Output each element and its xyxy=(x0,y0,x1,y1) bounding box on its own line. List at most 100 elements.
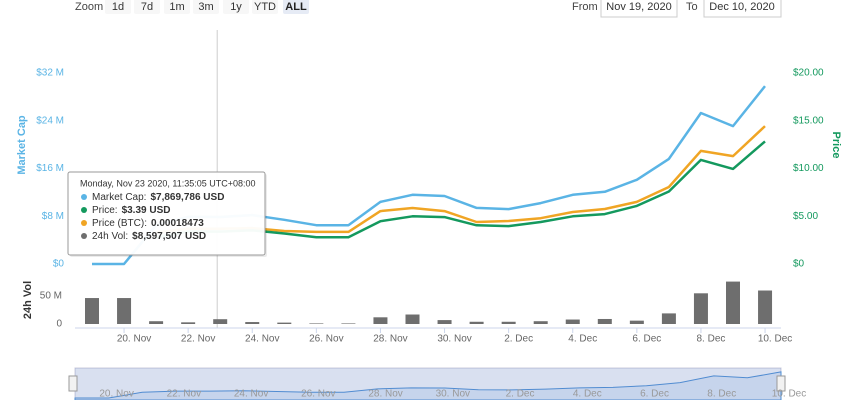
navigator-label: 26. Nov xyxy=(301,389,335,400)
x-tick-label: 6. Dec xyxy=(632,334,661,345)
zoom-button-bg[interactable] xyxy=(223,0,249,14)
vol-tick-label: 50 M xyxy=(40,291,62,302)
y2-tick-label: $5.00 xyxy=(793,211,818,222)
zoom-button-label[interactable]: 1y xyxy=(230,1,242,13)
y2-tick-label: $20.00 xyxy=(793,68,824,79)
navigator-mask xyxy=(75,368,781,400)
volume-bar xyxy=(565,319,580,324)
navigator-label: 8. Dec xyxy=(707,389,736,400)
to-input[interactable] xyxy=(703,0,782,18)
tooltip-item: Price (BTC): 0.00018473 xyxy=(92,218,204,229)
zoom-button-label[interactable]: 3m xyxy=(198,1,213,13)
y-tick-label: $24 M xyxy=(36,115,64,126)
zoom-button[interactable]: YTD xyxy=(252,0,278,14)
tooltip-dot xyxy=(81,207,87,213)
tooltip-box xyxy=(67,171,266,256)
zoom-button[interactable]: 7d xyxy=(134,0,160,14)
tooltip-item-value: $7,869,786 USD xyxy=(150,192,224,203)
x-tick-label: 2. Dec xyxy=(504,334,533,345)
to-label: To xyxy=(686,1,698,13)
zoom-button-bg[interactable] xyxy=(252,0,278,14)
zoom-button-bg[interactable] xyxy=(164,0,190,14)
navigator-label: 10. Dec xyxy=(772,389,806,400)
zoom-button-label[interactable]: 7d xyxy=(141,1,153,13)
y2-tick-label: $10.00 xyxy=(793,163,824,174)
tooltip-dot xyxy=(81,194,87,200)
x-tick-label: 20. Nov xyxy=(117,334,151,345)
navigator-label: 22. Nov xyxy=(167,389,201,400)
navigator-label: 30. Nov xyxy=(436,389,470,400)
from-value[interactable]: Nov 19, 2020 xyxy=(606,1,671,13)
tooltip-date: Monday, Nov 23 2020, 11:35:05 UTC+08:00 xyxy=(80,178,256,188)
x-tick-label: 24. Nov xyxy=(245,334,279,345)
vol-axis-title: 24h Vol xyxy=(22,281,34,319)
volume-bar xyxy=(661,313,676,324)
tooltip-item: Market Cap: $7,869,786 USD xyxy=(92,192,224,203)
tooltip-item: Price: $3.39 USD xyxy=(92,205,170,216)
y-tick-label: $0 xyxy=(53,259,65,270)
zoom-button[interactable]: 1m xyxy=(164,0,190,14)
tooltip-item-value: $3.39 USD xyxy=(122,205,171,216)
y2-tick-label: $15.00 xyxy=(793,115,824,126)
y2-tick-label: $0 xyxy=(793,259,805,270)
volume-bar xyxy=(469,321,484,324)
tooltip-item-label: Price (BTC): xyxy=(92,218,147,229)
tooltip-item-label: 24h Vol: xyxy=(92,231,128,242)
tooltip-item-value: 0.00018473 xyxy=(151,218,204,229)
x-tick-label: 30. Nov xyxy=(437,334,471,345)
zoom-button-bg[interactable] xyxy=(193,0,219,14)
volume-bar xyxy=(726,281,740,324)
volume-bar xyxy=(85,298,99,324)
navigator-label: 4. Dec xyxy=(573,389,602,400)
vol-tick-label: 0 xyxy=(56,319,62,330)
y-axis-title: Market Cap xyxy=(16,115,28,175)
volume-bar xyxy=(437,320,452,324)
y-tick-label: $16 M xyxy=(36,163,64,174)
volume-bar xyxy=(629,320,644,324)
zoom-button-bg[interactable] xyxy=(134,0,160,14)
from-input[interactable] xyxy=(600,0,678,18)
from-label: From xyxy=(572,1,598,13)
tooltip-item-value: $8,597,507 USD xyxy=(132,231,206,242)
zoom-button[interactable]: 1d xyxy=(105,0,131,14)
zoom-button[interactable]: 3m xyxy=(193,0,219,14)
x-tick-label: 10. Dec xyxy=(758,334,792,345)
to-value[interactable]: Dec 10, 2020 xyxy=(709,1,774,13)
zoom-button-label[interactable]: ALL xyxy=(285,1,307,13)
navigator-label: 20. Nov xyxy=(99,389,133,400)
volume-bar xyxy=(149,321,164,324)
volume-bar xyxy=(597,318,612,324)
navigator-label: 2. Dec xyxy=(506,389,535,400)
volume-bar xyxy=(341,323,356,324)
zoom-button-label[interactable]: 1d xyxy=(112,1,124,13)
zoom-button[interactable]: 1y xyxy=(223,0,249,14)
x-tick-label: 28. Nov xyxy=(373,334,407,345)
y-tick-label: $32 M xyxy=(36,68,64,79)
volume-bar xyxy=(373,317,388,324)
navigator-label: 24. Nov xyxy=(234,389,268,400)
volume-bar xyxy=(213,319,228,324)
zoom-label: Zoom xyxy=(75,1,103,13)
navigator-handle[interactable] xyxy=(776,375,786,392)
tooltip-item-label: Market Cap: xyxy=(92,192,146,203)
volume-bar xyxy=(245,322,260,324)
zoom-button-bg[interactable] xyxy=(105,0,131,14)
x-tick-label: 8. Dec xyxy=(696,334,725,345)
volume-bar xyxy=(501,321,516,324)
tooltip-dot xyxy=(81,220,87,226)
tooltip-item: 24h Vol: $8,597,507 USD xyxy=(92,231,206,242)
x-tick-label: 26. Nov xyxy=(309,334,343,345)
volume-bar xyxy=(693,293,708,324)
tooltip-item-label: Price: xyxy=(92,205,118,216)
x-tick-label: 4. Dec xyxy=(568,334,597,345)
volume-bar xyxy=(277,322,292,324)
zoom-button-label[interactable]: 1m xyxy=(169,1,184,13)
navigator-area xyxy=(74,371,782,400)
zoom-button-bg[interactable] xyxy=(283,0,309,14)
navigator-handle[interactable] xyxy=(68,375,78,392)
zoom-button-label[interactable]: YTD xyxy=(254,1,276,13)
zoom-button[interactable]: ALL xyxy=(283,0,309,14)
tooltip-dot xyxy=(81,233,87,239)
